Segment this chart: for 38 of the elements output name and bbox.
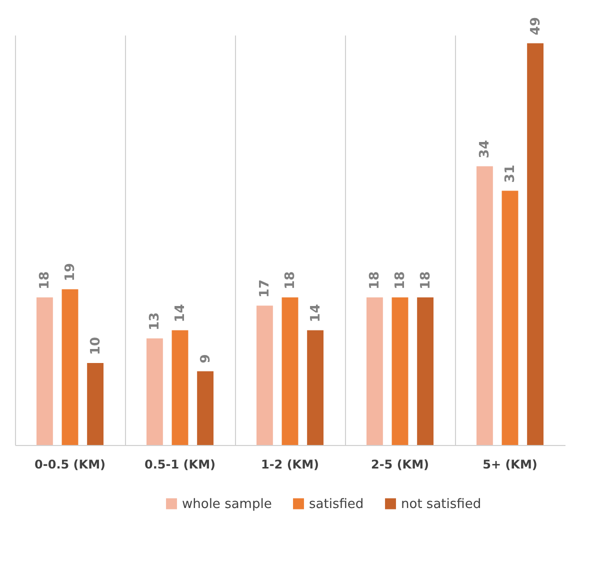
bar [282, 297, 298, 445]
data-label: 18 [283, 271, 298, 290]
legend-label: not satisfied [401, 496, 482, 512]
bar [197, 371, 214, 445]
data-label: 18 [393, 271, 408, 290]
bar [527, 43, 544, 445]
data-label: 9 [198, 354, 214, 364]
bar [87, 363, 104, 445]
bar [502, 190, 518, 445]
data-label: 14 [173, 304, 188, 322]
data-label: 14 [308, 304, 324, 322]
data-label: 10 [88, 336, 104, 355]
data-label: 34 [478, 140, 493, 158]
bar [366, 297, 383, 445]
x-tick-label: 2-5 (KM) [370, 458, 430, 472]
data-label: 17 [258, 280, 273, 298]
x-tick-label: 1-2 (KM) [260, 458, 320, 472]
x-tick-label: 0-0.5 (KM) [34, 458, 106, 472]
legend-label: satisfied [309, 496, 364, 512]
data-label: 31 [503, 164, 518, 183]
bar [392, 297, 408, 445]
data-label: 18 [418, 271, 434, 290]
bar [476, 166, 493, 445]
data-label: 18 [38, 271, 53, 290]
bar [172, 330, 188, 445]
bar [146, 338, 163, 445]
legend-label: whole sample [182, 496, 272, 512]
data-label: 49 [528, 17, 544, 36]
data-label: 18 [368, 271, 383, 290]
x-tick-label: 5+ (KM) [482, 458, 538, 472]
data-label: 19 [63, 263, 78, 282]
bar [36, 297, 53, 445]
bar [256, 306, 273, 445]
x-tick-label: 0.5-1 (KM) [144, 458, 216, 472]
bar [307, 330, 324, 445]
data-label: 13 [148, 312, 163, 330]
bar [62, 289, 78, 445]
bar [417, 297, 434, 445]
